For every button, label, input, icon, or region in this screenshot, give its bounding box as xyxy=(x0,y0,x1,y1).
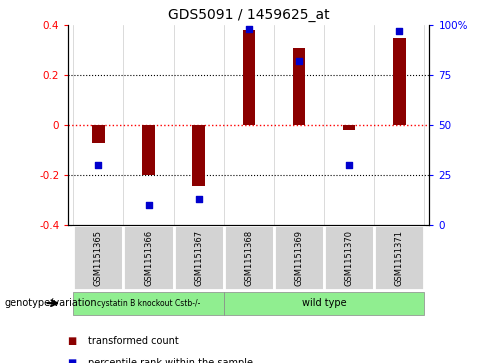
Text: transformed count: transformed count xyxy=(88,336,179,346)
Text: cystatin B knockout Cstb-/-: cystatin B knockout Cstb-/- xyxy=(97,299,200,307)
Point xyxy=(395,28,403,34)
Bar xyxy=(192,125,205,186)
Bar xyxy=(324,225,374,290)
Bar xyxy=(142,125,155,175)
Bar xyxy=(243,30,255,125)
Text: genotype/variation: genotype/variation xyxy=(5,298,98,308)
Point xyxy=(346,162,353,168)
Text: ■: ■ xyxy=(68,358,81,363)
Point xyxy=(144,202,152,208)
Bar xyxy=(343,125,355,130)
Point xyxy=(95,162,102,168)
Text: GSM1151368: GSM1151368 xyxy=(244,230,253,286)
Bar xyxy=(73,292,224,314)
Text: ■: ■ xyxy=(68,336,81,346)
Bar xyxy=(293,48,305,125)
Text: GSM1151370: GSM1151370 xyxy=(345,230,354,286)
Bar xyxy=(224,292,425,314)
Text: GSM1151365: GSM1151365 xyxy=(94,230,103,286)
Bar xyxy=(123,225,174,290)
Text: GSM1151371: GSM1151371 xyxy=(395,230,404,286)
Point xyxy=(295,58,303,64)
Bar xyxy=(374,225,425,290)
Bar xyxy=(274,225,324,290)
Bar xyxy=(92,125,105,143)
Text: GSM1151366: GSM1151366 xyxy=(144,230,153,286)
Point xyxy=(245,26,253,32)
Text: GSM1151367: GSM1151367 xyxy=(194,230,203,286)
Bar xyxy=(224,225,274,290)
Text: percentile rank within the sample: percentile rank within the sample xyxy=(88,358,253,363)
Bar xyxy=(393,38,406,125)
Text: wild type: wild type xyxy=(302,298,346,308)
Bar xyxy=(73,225,123,290)
Point xyxy=(195,196,203,202)
Title: GDS5091 / 1459625_at: GDS5091 / 1459625_at xyxy=(168,8,330,22)
Bar xyxy=(174,225,224,290)
Text: GSM1151369: GSM1151369 xyxy=(295,230,304,286)
